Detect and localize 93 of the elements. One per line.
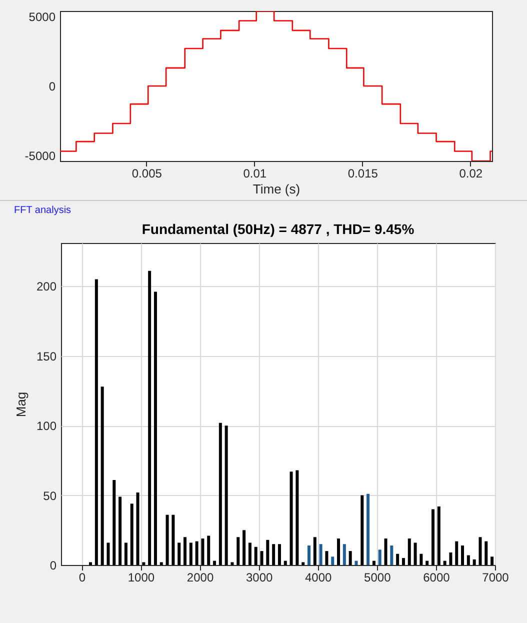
bar [195,541,198,565]
y-tick-label: -5000 [24,148,56,163]
x-tick-label: 7000 [482,570,510,584]
bar [284,560,287,565]
bar [396,554,400,565]
bar [461,545,464,565]
bar [319,544,322,565]
bar [455,541,458,565]
bar [325,551,328,565]
bar [437,506,440,565]
bar [384,538,388,565]
x-tick-label: 0.005 [132,166,162,180]
bar [337,538,340,565]
bar [178,542,181,565]
bar [408,538,411,565]
bar [242,530,246,565]
bar [172,514,175,565]
bar [136,492,140,565]
bar [342,544,346,565]
x-tick-label: 3000 [246,570,273,584]
bar [420,554,423,565]
bar [449,552,452,565]
y-tick-label: 100 [36,419,57,434]
bar [443,560,446,565]
bar [390,545,394,565]
bar [218,422,222,565]
bar [106,542,110,565]
bar [432,509,434,565]
bar [296,470,299,565]
text: FFT analysis [0,200,527,219]
y-tick-label: 150 [36,349,57,364]
bar [154,292,157,565]
bar [331,556,334,565]
bar [236,537,240,565]
bar [224,426,228,565]
y-axis-title: Mag [13,392,28,418]
bar [490,556,494,565]
bar [94,279,98,565]
bar [112,480,116,565]
bar [189,542,192,565]
y-tick-label: 200 [36,280,57,294]
x-tick-label: 0.02 [459,166,483,180]
bar [260,551,264,565]
bar [372,560,376,565]
bar [308,545,310,565]
x-tick-label: 0.01 [243,166,267,180]
bar [402,558,405,565]
bar [213,560,216,565]
bar [184,537,186,565]
bar [354,560,358,565]
x-tick-label: 1000 [128,570,155,584]
bar [360,495,364,565]
bar [124,542,128,565]
x-tick-label: 0.015 [348,166,378,180]
bar [100,386,104,565]
bar [160,562,163,565]
bar [89,562,92,565]
bar [302,562,305,565]
x-tick-label: 2000 [186,570,214,584]
bar [201,538,204,565]
bar [166,514,169,565]
bar [142,562,146,565]
y-tick-label: 50 [43,488,57,503]
x-axis-title: Time (s) [252,182,300,196]
bar [466,555,470,565]
bar [207,536,210,565]
bar [148,270,152,565]
bar [484,541,488,565]
y-tick-label: 0 [50,558,57,572]
bar [272,544,276,565]
bar [366,494,370,565]
y-tick-label: 5000 [28,10,56,24]
bar [290,472,293,565]
x-tick-label: 5000 [364,570,392,584]
bar [278,544,281,565]
y-tick-label: 0 [48,80,56,94]
bar [254,546,258,565]
bar [266,540,270,565]
bar [414,542,417,565]
bar [118,496,122,565]
bar [426,560,429,565]
bar [313,537,316,565]
x-tick-label: 4000 [305,570,332,584]
bar [130,504,134,565]
bar [378,550,382,565]
bar [478,537,482,565]
bar [248,542,252,565]
bar [230,562,234,565]
bar [472,559,476,565]
x-tick-label: 6000 [423,570,450,584]
bar [348,551,352,565]
chart-title: Fundamental (50Hz) = 4877 , THD= 9.45% [142,221,415,237]
x-tick-label: 0 [78,570,86,584]
